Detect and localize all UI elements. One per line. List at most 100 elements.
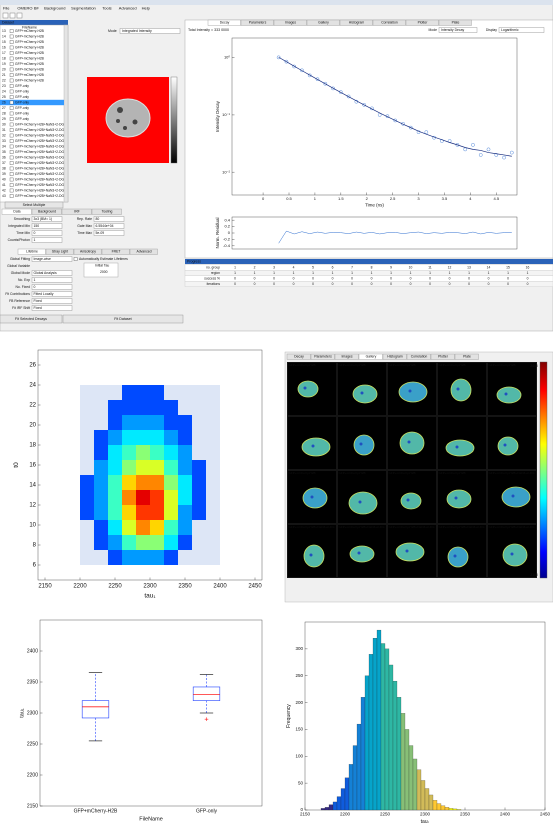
file-name[interactable]: GFP+mCherry-H2B xyxy=(15,56,45,60)
menu-item[interactable]: File xyxy=(3,6,10,11)
tab-label[interactable]: Plotter xyxy=(418,21,429,25)
file-checkbox[interactable] xyxy=(9,122,14,127)
fit-dataset-button[interactable] xyxy=(62,314,184,324)
file-checkbox[interactable] xyxy=(9,150,14,154)
tab[interactable] xyxy=(1,208,32,215)
field-input[interactable] xyxy=(93,216,125,222)
tab-label[interactable]: Background xyxy=(38,210,56,214)
tab[interactable] xyxy=(372,19,406,26)
tab[interactable] xyxy=(306,19,340,26)
field-input[interactable] xyxy=(31,256,73,262)
tab-label[interactable]: Parameters xyxy=(249,21,267,25)
file-checkbox[interactable] xyxy=(9,128,14,132)
menu-item[interactable]: Background xyxy=(44,6,65,11)
menu-item[interactable]: OMERO xyxy=(17,6,32,11)
tab-label[interactable]: Images xyxy=(341,355,352,359)
tab[interactable] xyxy=(101,248,130,255)
tab-label[interactable]: Anisotropy xyxy=(80,250,96,254)
tab[interactable] xyxy=(61,208,92,215)
tab[interactable] xyxy=(454,353,479,360)
tab[interactable] xyxy=(438,19,472,26)
file-name[interactable]: GFP-only xyxy=(15,89,29,93)
file-name[interactable]: GFP-only xyxy=(15,84,29,88)
tab[interactable] xyxy=(17,248,46,255)
file-name[interactable]: GFP+mCherry-H2B xyxy=(15,29,45,33)
menu-item[interactable]: Segmentation xyxy=(71,6,96,11)
file-name[interactable]: GFP+mCherry-H2B+NaN3+2-DG xyxy=(15,194,64,198)
file-name[interactable]: GFP-only xyxy=(15,100,29,104)
file-name[interactable]: GFP-only xyxy=(15,117,29,121)
file-checkbox[interactable] xyxy=(9,40,14,44)
tab-label[interactable]: Parameters xyxy=(314,355,332,359)
tab[interactable] xyxy=(286,353,311,360)
file-name[interactable]: GFP-only xyxy=(15,111,29,115)
field-input[interactable] xyxy=(31,223,63,229)
tab[interactable] xyxy=(240,19,274,26)
menu-item[interactable]: Tools xyxy=(102,6,111,11)
tab[interactable] xyxy=(430,353,455,360)
tab-label[interactable]: Images xyxy=(285,21,296,25)
tab-label[interactable]: IRF xyxy=(74,210,79,214)
field-input[interactable] xyxy=(93,223,125,229)
fit-dataset-label[interactable]: Fit Dataset xyxy=(114,317,131,321)
file-name[interactable]: GFP+mCherry-H2B+NaN3+2-DG xyxy=(15,166,64,170)
tab-label[interactable]: Plate xyxy=(452,21,460,25)
file-checkbox[interactable] xyxy=(9,100,14,105)
field-input[interactable] xyxy=(31,216,63,222)
tab-label[interactable]: Plotter xyxy=(438,355,449,359)
tab-label[interactable]: Lifetime xyxy=(26,250,38,254)
file-name[interactable]: GFP+mCherry-H2B+NaN3+2-DG xyxy=(15,144,64,148)
preview-mode-select[interactable] xyxy=(119,28,181,34)
file-name[interactable]: GFP+mCherry-H2B xyxy=(15,78,45,82)
auto-checkbox[interactable] xyxy=(73,257,78,261)
file-checkbox[interactable] xyxy=(9,166,14,171)
display-select[interactable] xyxy=(498,27,545,33)
field-input[interactable] xyxy=(31,291,73,297)
file-name[interactable]: GFP+mCherry-H2B+NaN3+2-DG xyxy=(15,139,64,143)
file-checkbox[interactable] xyxy=(9,194,14,198)
file-checkbox[interactable] xyxy=(9,45,14,50)
file-checkbox[interactable] xyxy=(9,133,14,138)
field-input[interactable] xyxy=(31,270,73,276)
tab[interactable] xyxy=(207,19,241,26)
file-checkbox[interactable] xyxy=(9,73,14,77)
tab-label[interactable]: Plate xyxy=(463,355,471,359)
field-input[interactable] xyxy=(31,230,63,236)
file-checkbox[interactable] xyxy=(9,177,14,182)
select-button-label[interactable]: Select Multiple xyxy=(23,203,46,207)
menu-item[interactable]: BF xyxy=(34,6,40,11)
file-checkbox[interactable] xyxy=(9,89,14,94)
file-name[interactable]: GFP+mCherry-H2B xyxy=(15,67,45,71)
file-checkbox[interactable] xyxy=(9,111,14,116)
tab-label[interactable]: Stray Light xyxy=(52,250,68,254)
tab-label[interactable]: Correlation xyxy=(381,21,398,25)
tab-label[interactable]: Advanced xyxy=(136,250,151,254)
file-name[interactable]: GFP+mCherry-H2B+NaN3+2-DG xyxy=(15,183,64,187)
file-checkbox[interactable] xyxy=(9,139,14,143)
tab[interactable] xyxy=(382,353,407,360)
tab[interactable] xyxy=(273,19,307,26)
file-checkbox[interactable] xyxy=(9,106,14,110)
file-checkbox[interactable] xyxy=(9,172,14,176)
file-checkbox[interactable] xyxy=(9,56,14,61)
file-name[interactable]: GFP+mCherry-H2B+NaN3+2-DG xyxy=(15,161,64,165)
tab-label[interactable]: Decay xyxy=(220,21,230,25)
tab[interactable] xyxy=(334,353,359,360)
file-name[interactable]: GFP+mCherry-H2B+NaN3+2-DG xyxy=(15,177,64,181)
menu-item[interactable]: Advanced xyxy=(119,6,137,11)
file-name[interactable]: GFP+mCherry-H2B+NaN3+2-DG xyxy=(15,188,64,192)
file-checkbox[interactable] xyxy=(9,183,14,187)
tab[interactable] xyxy=(31,208,62,215)
tab[interactable] xyxy=(358,353,383,360)
tab-label[interactable]: Decay xyxy=(294,355,304,359)
tab[interactable] xyxy=(129,248,158,255)
menu-item[interactable]: Help xyxy=(142,6,151,11)
mode-select[interactable] xyxy=(438,27,478,33)
field-input[interactable] xyxy=(31,284,73,290)
file-name[interactable]: GFP+mCherry-H2B+NaN3+2-DG xyxy=(15,150,64,154)
tab-label[interactable]: FRET xyxy=(112,250,121,254)
tab[interactable] xyxy=(339,19,373,26)
tab-label[interactable]: Tooling xyxy=(102,210,113,214)
file-name[interactable]: GFP+mCherry-H2B+NaN3+2-DG xyxy=(15,155,64,159)
fit-selected-label[interactable]: Fit Selected Decays xyxy=(15,317,47,321)
